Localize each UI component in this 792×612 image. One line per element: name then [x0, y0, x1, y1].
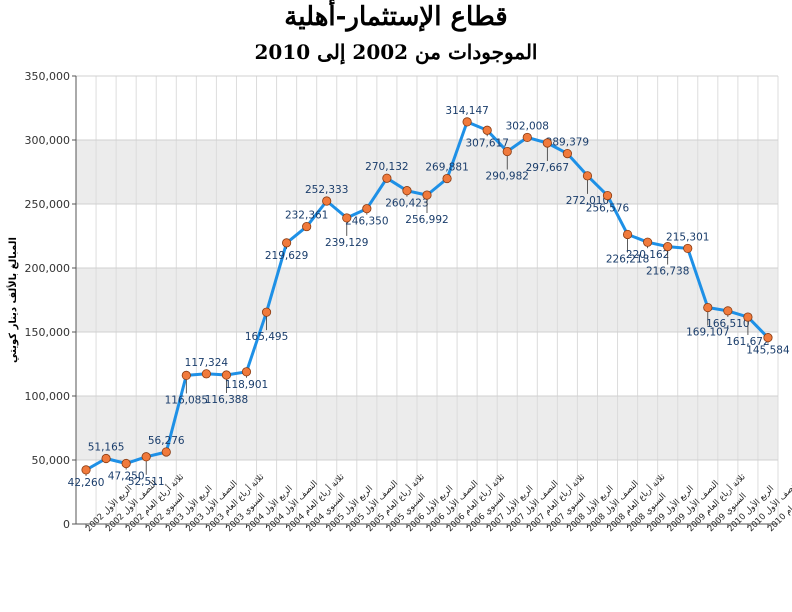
- data-point: [181, 370, 191, 381]
- data-label: 246,350: [345, 216, 388, 228]
- chart-title: قطاع الإستثمار-أهلية: [284, 2, 508, 32]
- data-point: [141, 452, 151, 462]
- data-point: [261, 307, 272, 317]
- data-label: 145,584: [746, 345, 790, 357]
- data-label: 215,301: [666, 231, 709, 243]
- data-label: 269,881: [425, 162, 468, 174]
- data-point: [121, 458, 131, 469]
- data-label: 232,361: [285, 210, 328, 222]
- y-axis-label: المبالغ بالألف دينار كويتي: [6, 237, 19, 363]
- y-tick-label: 300,000: [25, 134, 71, 147]
- data-point: [462, 117, 472, 127]
- y-tick-label: 150,000: [25, 326, 71, 339]
- data-point: [542, 138, 552, 148]
- data-point: [582, 171, 593, 181]
- data-point: [723, 306, 733, 316]
- data-point: [402, 186, 412, 196]
- y-tick-label: 50,000: [32, 454, 71, 467]
- data-point: [663, 241, 673, 252]
- data-label: 220,162: [626, 249, 669, 261]
- data-point: [362, 204, 372, 214]
- data-label: 165,495: [245, 331, 288, 343]
- y-tick-label: 200,000: [25, 262, 71, 275]
- data-label: 118,901: [225, 379, 268, 391]
- data-point: [622, 229, 633, 240]
- data-label: 272,010: [566, 195, 609, 207]
- data-label: 116,085: [165, 394, 208, 406]
- data-point: [161, 447, 171, 457]
- data-label: 290,982: [486, 171, 529, 183]
- data-point: [201, 369, 211, 379]
- data-label: 270,132: [365, 161, 408, 173]
- data-point: [221, 370, 232, 380]
- grid-band: [76, 396, 778, 460]
- chart-subtitle: الموجودات من 2002 إلى 2010: [254, 40, 538, 64]
- data-label: 252,333: [305, 184, 348, 196]
- data-point: [281, 238, 292, 248]
- data-label: 161,672: [726, 336, 769, 348]
- data-label: 51,165: [88, 442, 125, 454]
- data-point: [743, 312, 753, 322]
- data-label: 307,617: [465, 137, 508, 149]
- data-point: [81, 465, 91, 475]
- data-label: 260,423: [385, 198, 428, 210]
- data-label: 289,379: [546, 137, 589, 149]
- data-label: 117,324: [185, 357, 229, 369]
- data-label: 52,511: [128, 476, 165, 488]
- y-tick-label: 250,000: [25, 198, 71, 211]
- data-point: [763, 333, 773, 343]
- grid-band: [76, 268, 778, 332]
- data-point: [101, 453, 111, 464]
- data-label: 47,250: [108, 471, 145, 483]
- data-point: [502, 146, 512, 157]
- y-tick-label: 0: [63, 518, 70, 531]
- y-tick-label: 100,000: [25, 390, 71, 403]
- data-point: [241, 367, 252, 377]
- data-point: [562, 148, 573, 159]
- data-point: [703, 302, 713, 313]
- data-point: [442, 173, 452, 184]
- data-label: 166,510: [706, 318, 749, 330]
- data-point: [522, 132, 532, 143]
- data-label: 314,147: [445, 105, 488, 117]
- data-point: [322, 196, 332, 206]
- data-label: 226,218: [606, 253, 649, 265]
- data-point: [302, 221, 312, 232]
- data-point: [422, 190, 432, 200]
- data-label: 219,629: [265, 250, 308, 262]
- data-label: 239,129: [325, 237, 368, 249]
- data-label: 56,276: [148, 435, 185, 447]
- data-point: [342, 213, 352, 223]
- data-point: [482, 125, 492, 135]
- data-label: 216,738: [646, 266, 689, 278]
- data-label: 169,107: [686, 327, 729, 339]
- y-tick-label: 350,000: [25, 70, 71, 83]
- data-label: 297,667: [526, 162, 569, 174]
- data-point: [602, 190, 613, 201]
- data-label: 42,260: [68, 477, 105, 489]
- grid-band: [76, 76, 778, 140]
- data-label: 116,388: [205, 394, 248, 406]
- data-point: [643, 237, 653, 247]
- data-label: 256,576: [586, 203, 630, 215]
- grid-band: [76, 204, 778, 268]
- data-label: 256,992: [405, 214, 448, 226]
- data-label: 302,008: [506, 120, 549, 132]
- grid-band: [76, 460, 778, 524]
- data-point: [382, 173, 392, 183]
- grid-band: [76, 332, 778, 396]
- data-point: [683, 243, 693, 254]
